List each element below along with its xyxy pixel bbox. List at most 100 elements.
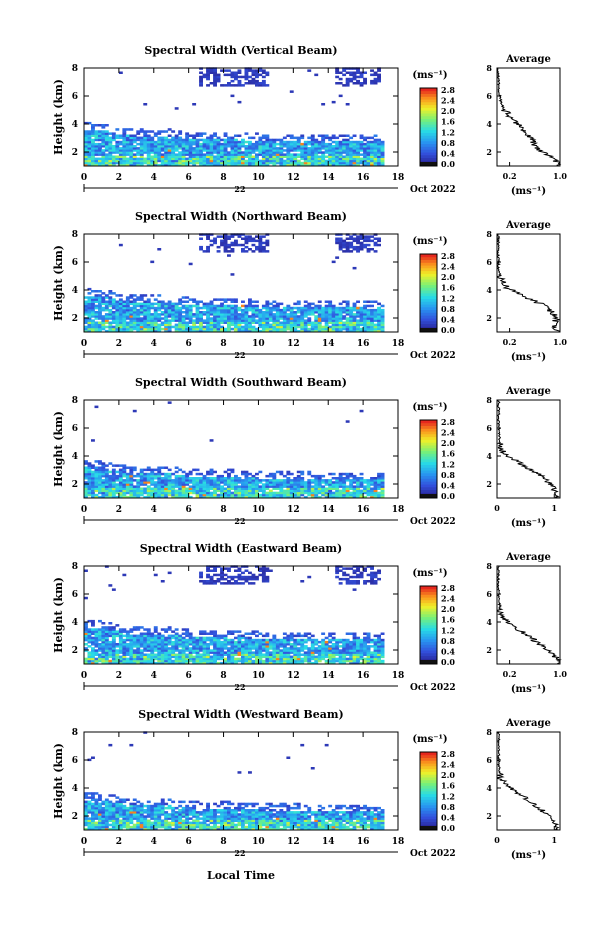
- heatmap-cell: [360, 473, 364, 476]
- panel-title: Spectral Width (Vertical Beam): [144, 44, 337, 57]
- heatmap-cell: [279, 139, 283, 142]
- heatmap-cell: [248, 633, 252, 636]
- average-title: Average: [505, 54, 551, 65]
- heatmap-cell: [307, 147, 311, 150]
- heatmap-cell: [321, 485, 325, 488]
- heatmap-cell: [95, 158, 99, 161]
- heatmap-cell: [161, 635, 165, 638]
- heatmap-cell: [269, 570, 273, 573]
- heatmap-cell: [314, 74, 318, 77]
- heatmap-cell: [227, 235, 231, 238]
- colorbar-tick-label: 1.6: [441, 117, 455, 127]
- heatmap-cell: [168, 301, 172, 304]
- colorbar-segment: [420, 130, 437, 133]
- heatmap-cell: [325, 301, 329, 304]
- heatmap-cell: [224, 567, 228, 570]
- heatmap-cell: [234, 658, 238, 661]
- heatmap-cell: [220, 635, 224, 638]
- heatmap-cell: [290, 153, 294, 156]
- heatmap-cell: [105, 469, 109, 472]
- heatmap-cell: [297, 301, 301, 304]
- heatmap-cell: [115, 471, 119, 474]
- colorbar-tick-label: 1.6: [441, 449, 455, 459]
- colorbar-units: (ms⁻¹): [412, 70, 447, 81]
- colorbar-segment: [420, 94, 437, 97]
- heatmap-cell: [248, 572, 252, 575]
- heatmap-cell: [346, 317, 350, 320]
- heatmap-cell: [231, 298, 235, 301]
- heatmap-cell: [241, 326, 245, 329]
- heatmap-cell: [182, 139, 186, 142]
- heatmap-cell: [217, 635, 221, 638]
- heatmap-cell: [157, 467, 161, 470]
- heatmap-cell: [91, 637, 95, 640]
- heatmap-cell: [91, 620, 95, 623]
- colorbar-segment: [420, 96, 437, 99]
- colorbar-segment: [420, 465, 437, 468]
- heatmap-cell: [108, 296, 112, 299]
- heatmap-cell: [363, 485, 367, 488]
- heatmap-cell: [321, 326, 325, 329]
- heatmap-cell: [161, 301, 165, 304]
- heatmap-cell: [300, 658, 304, 661]
- heatmap-cell: [210, 656, 214, 659]
- heatmap-cell: [84, 643, 88, 646]
- heatmap-cell: [342, 84, 346, 87]
- heatmap-cell: [252, 137, 256, 140]
- heatmap-cell: [290, 656, 294, 659]
- heatmap-cell: [161, 137, 165, 140]
- heatmap-cell: [258, 479, 262, 482]
- heatmap-cell: [115, 128, 119, 131]
- colorbar-segment: [420, 434, 437, 437]
- heatmap-cell: [297, 307, 301, 310]
- heatmap-cell: [227, 74, 231, 77]
- heatmap-cell: [328, 301, 332, 304]
- heatmap-cell: [370, 69, 374, 72]
- heatmap-cell: [203, 311, 207, 314]
- heatmap-cell: [126, 473, 130, 476]
- heatmap-cell: [189, 135, 193, 138]
- colorbar-segment: [420, 315, 437, 318]
- heatmap-cell: [224, 635, 228, 638]
- heatmap-cell: [234, 240, 238, 243]
- colorbar-segment: [420, 279, 437, 282]
- heatmap-cell: [332, 481, 336, 484]
- heatmap-cell: [363, 78, 367, 81]
- heatmap-cell: [307, 303, 311, 306]
- heatmap-cell: [199, 572, 203, 575]
- y-tick-label: 4: [72, 286, 78, 296]
- heatmap-cell: [381, 473, 385, 476]
- date-month-year: Oct 2022: [410, 351, 456, 361]
- heatmap-cell: [258, 471, 262, 474]
- heatmap-cell: [105, 124, 109, 127]
- heatmap-cell: [157, 248, 161, 251]
- heatmap-cell: [196, 477, 200, 480]
- heatmap-cell: [252, 305, 256, 308]
- heatmap-cell: [185, 473, 189, 476]
- heatmap-cell: [199, 580, 203, 583]
- colorbar-segment: [420, 479, 437, 482]
- heatmap-cell: [265, 576, 269, 579]
- heatmap-cell: [283, 490, 287, 493]
- heatmap-cell: [349, 473, 353, 476]
- heatmap-cell: [227, 305, 231, 308]
- heatmap-cell: [199, 307, 203, 310]
- heatmap-cell: [105, 153, 109, 156]
- x-tick-label: 8: [220, 339, 226, 349]
- x-tick-label: 6: [186, 173, 192, 183]
- heatmap-cell: [286, 471, 290, 474]
- heatmap-cell: [185, 488, 189, 491]
- heatmap-cell: [356, 80, 360, 83]
- heatmap-cell: [98, 290, 102, 293]
- heatmap-cell: [346, 135, 350, 138]
- heatmap-cell: [157, 633, 161, 636]
- heatmap-cell: [220, 303, 224, 306]
- heatmap-cell: [262, 80, 266, 83]
- date-month-year: Oct 2022: [410, 185, 456, 195]
- heatmap-cell: [255, 473, 259, 476]
- heatmap-cell: [168, 401, 172, 404]
- heatmap-cell: [150, 261, 154, 264]
- heatmap-cell: [88, 651, 92, 654]
- heatmap-cell: [108, 584, 112, 587]
- heatmap-cell: [119, 464, 123, 467]
